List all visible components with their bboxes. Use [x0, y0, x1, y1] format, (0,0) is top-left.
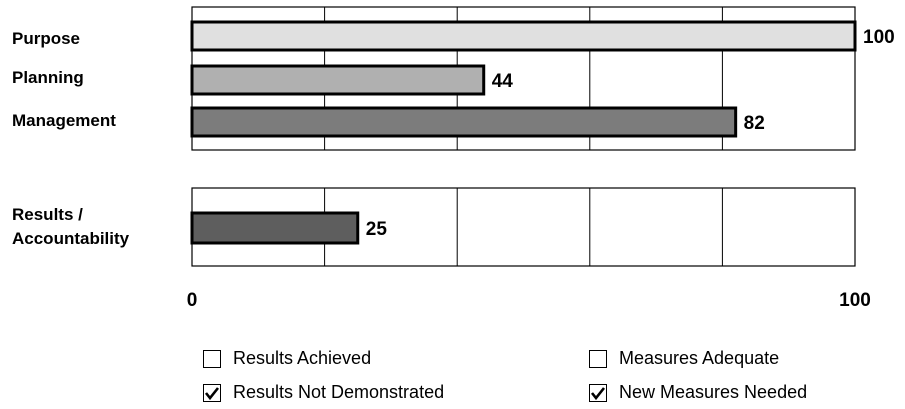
legend-label: Measures Adequate	[619, 348, 780, 368]
legend-results-achieved: Results Achieved	[203, 348, 371, 369]
bar	[190, 106, 738, 138]
legend-label: Results Achieved	[233, 348, 372, 368]
legend-label: Results Not Demonstrated	[233, 382, 445, 402]
category-label: Purpose	[12, 29, 80, 48]
category-label: Accountability	[12, 229, 130, 248]
category-label: Results /	[12, 205, 83, 224]
category-label: Planning	[12, 68, 84, 87]
data-label: 100	[863, 27, 895, 48]
legend-label: New Measures Needed	[619, 382, 808, 402]
tick-label: 100	[839, 290, 871, 311]
data-label: 25	[366, 219, 388, 240]
bar	[190, 211, 360, 245]
legend-new-measures-needed: New Measures Needed	[589, 382, 807, 403]
tick-label: 0	[187, 290, 198, 311]
category-label: Management	[12, 111, 116, 130]
data-label: 82	[744, 113, 765, 134]
checkbox-empty-icon	[203, 349, 221, 368]
checkbox-checked-icon	[203, 383, 221, 402]
checkbox-checked-icon	[589, 383, 607, 402]
checkbox-empty-icon	[589, 349, 607, 368]
data-label: 44	[492, 71, 514, 92]
bar	[190, 20, 857, 52]
bar	[190, 64, 486, 96]
legend-results-not-demonstrated: Results Not Demonstrated	[203, 382, 444, 403]
legend-measures-adequate: Measures Adequate	[589, 348, 779, 369]
